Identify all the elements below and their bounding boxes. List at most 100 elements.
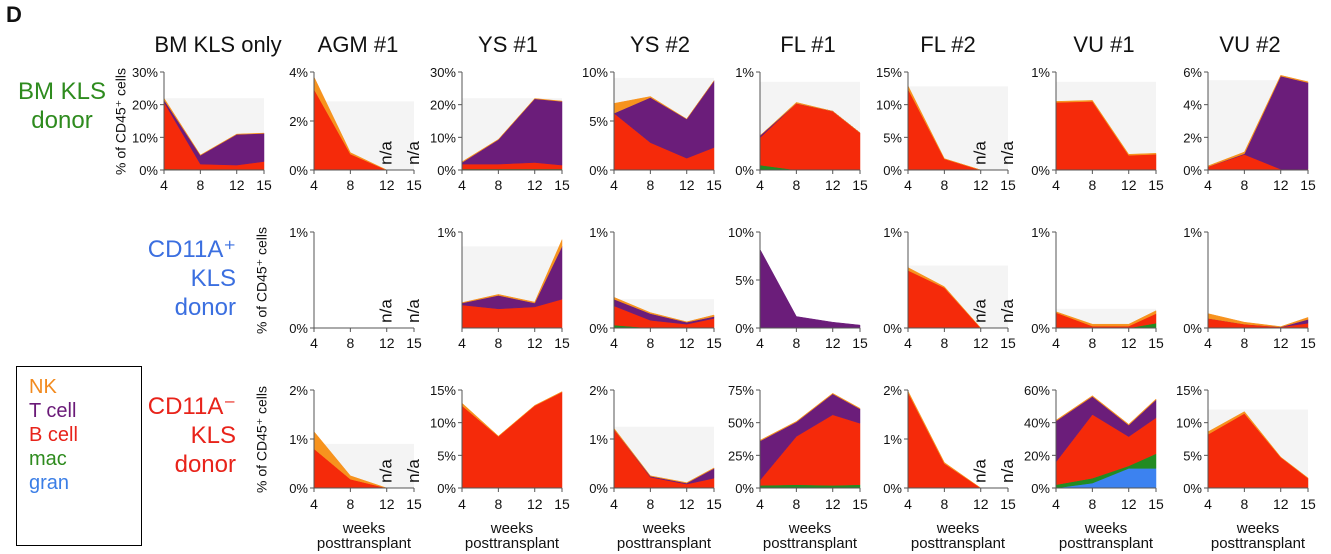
x-tick-label: 4 [458, 496, 466, 512]
legend-entry: NK [29, 376, 57, 398]
x-tick-label: 12 [679, 177, 695, 193]
row-label-line: donor [174, 451, 236, 478]
y-tick-label: 0% [883, 321, 902, 336]
x-axis-label: weeks posttransplant [294, 521, 434, 551]
y-tick-label: 15% [876, 65, 902, 80]
area-NK [613, 296, 715, 323]
y-tick-label: 0% [589, 481, 608, 496]
x-tick-label: 4 [610, 496, 618, 512]
y-tick-label: 15% [430, 383, 456, 398]
panel-2-4: 0% 25% 50% 75% 4 8 12 15 [728, 383, 868, 512]
x-tick-label: 4 [310, 496, 318, 512]
area-B [461, 391, 563, 489]
area-NK [1055, 395, 1157, 426]
x-tick-label: 15 [852, 496, 868, 512]
x-tick-label: 12 [379, 496, 395, 512]
x-axis-label: weeks posttransplant [1188, 521, 1328, 551]
x-tick-label: 12 [1273, 335, 1289, 351]
na-label: n/a [404, 459, 423, 483]
y-tick-label: 75% [728, 383, 754, 398]
row-label-line: BM KLS [17, 78, 107, 105]
area-NK [613, 427, 715, 484]
panel-1-7: 0% 1% 4 8 12 15 [1183, 225, 1316, 351]
x-tick-label: 15 [1300, 335, 1316, 351]
x-tick-label: 12 [527, 177, 543, 193]
panel-0-3: 0% 5% 10% 4 8 12 15 [582, 65, 722, 193]
y-tick-label: 0% [1031, 163, 1050, 178]
x-tick-label: 15 [706, 335, 722, 351]
x-tick-label: 4 [1204, 496, 1212, 512]
x-tick-label: 12 [229, 177, 245, 193]
y-tick-label: 5% [883, 130, 902, 145]
y-tick-label: 0% [437, 163, 456, 178]
na-label: n/a [377, 141, 396, 165]
legend-entry: B cell [29, 424, 78, 446]
x-tick-label: 12 [825, 177, 841, 193]
y-tick-label: 1% [735, 65, 754, 80]
x-tick-label: 4 [458, 335, 466, 351]
x-tick-label: 8 [346, 177, 354, 193]
x-tick-label: 12 [825, 496, 841, 512]
row-label-line: KLS [190, 422, 236, 449]
area-NK [163, 97, 265, 156]
x-tick-label: 12 [1121, 496, 1137, 512]
panel-0-7: 0% 2% 4% 6% 4 8 12 15 [1183, 65, 1316, 193]
y-tick-label: 5% [437, 448, 456, 463]
column-title: FL #2 [920, 32, 976, 57]
x-axis-label: weeks posttransplant [442, 521, 582, 551]
legend-entry: T cell [29, 400, 77, 422]
y-tick-label: 0% [289, 481, 308, 496]
panel-2-5: 0% 1% 2% 4 8 12 15 n/a n/a [883, 383, 1017, 512]
y-tick-label: 10% [430, 416, 456, 431]
y-tick-label: 1% [1183, 225, 1202, 240]
y-tick-label: 10% [876, 98, 902, 113]
legend-entry: mac [29, 448, 67, 470]
y-tick-label: 1% [589, 432, 608, 447]
legend: NK T cell B cell mac gran [16, 366, 142, 546]
column-title: YS #1 [478, 32, 538, 57]
x-axis-label-line: posttransplant [1058, 535, 1154, 552]
area-NK [461, 391, 563, 437]
x-tick-label: 12 [1121, 335, 1137, 351]
x-tick-label: 15 [1148, 335, 1164, 351]
x-tick-label: 8 [494, 335, 502, 351]
x-axis-label-line: posttransplant [910, 535, 1006, 552]
x-tick-label: 12 [527, 496, 543, 512]
x-tick-label: 15 [1148, 177, 1164, 193]
x-tick-label: 12 [379, 177, 395, 193]
x-tick-label: 8 [494, 496, 502, 512]
area-NK [1055, 310, 1157, 327]
legend-entry: gran [29, 472, 70, 494]
x-tick-label: 8 [494, 177, 502, 193]
x-tick-label: 8 [1088, 177, 1096, 193]
x-tick-label: 4 [458, 177, 466, 193]
y-tick-label: 30% [132, 65, 158, 80]
y-tick-label: 50% [728, 416, 754, 431]
x-axis-label-line: posttransplant [1210, 535, 1306, 552]
panel-2-6: 0% 20% 40% 60% 4 8 12 15 [1024, 383, 1164, 512]
row-label: CD11A⁻ KLS donor [148, 392, 236, 479]
y-tick-label: 0% [1183, 481, 1202, 496]
x-tick-label: 12 [1121, 177, 1137, 193]
panel-0-0: 0% 10% 20% 30% 4 8 12 15 [132, 65, 272, 193]
x-axis-label: weeks posttransplant [888, 521, 1028, 551]
na-label: n/a [971, 459, 990, 483]
y-tick-label: 4% [1183, 98, 1202, 113]
na-label: n/a [377, 459, 396, 483]
x-tick-label: 8 [792, 177, 800, 193]
y-tick-label: 5% [1183, 448, 1202, 463]
x-axis-label-line: weeks [342, 520, 386, 537]
x-axis-label-line: weeks [490, 520, 534, 537]
panel-0-6: 0% 1% 4 8 12 15 [1031, 65, 1164, 193]
area-NK [1207, 75, 1309, 168]
area-NK [461, 98, 563, 163]
y-tick-label: 30% [430, 65, 456, 80]
x-tick-label: 12 [379, 335, 395, 351]
x-axis-label-line: posttransplant [464, 535, 560, 552]
panel-2-3: 0% 1% 2% 4 8 12 15 [589, 383, 722, 512]
x-tick-label: 8 [196, 177, 204, 193]
y-tick-label: 10% [132, 130, 158, 145]
y-tick-label: 0% [735, 163, 754, 178]
x-tick-label: 15 [706, 496, 722, 512]
